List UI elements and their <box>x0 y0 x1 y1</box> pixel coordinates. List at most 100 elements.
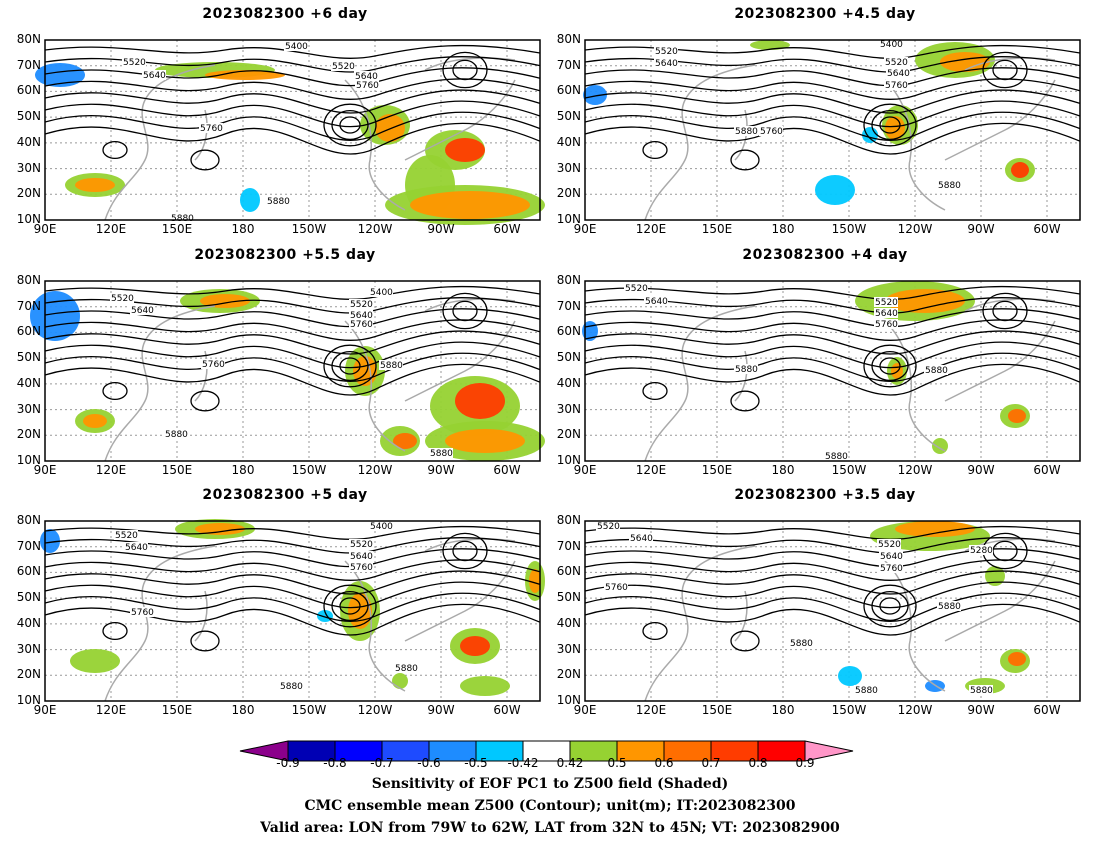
contour-label: 5520 <box>655 47 678 57</box>
lat-tick-label: 20N <box>16 186 41 201</box>
lon-tick-label: 150E <box>161 703 193 717</box>
z500-contour <box>44 100 541 128</box>
sensitivity-shading <box>1011 162 1029 178</box>
contour-label: 5280 <box>970 546 993 556</box>
z500-high-contour <box>190 149 220 171</box>
sensitivity-shading <box>460 636 490 656</box>
contour-label: 5880 <box>938 602 961 612</box>
lon-tick-label: 180 <box>231 703 255 717</box>
z500-high-contour <box>730 149 760 171</box>
contour-label: 5880 <box>970 686 993 696</box>
contour-label: 5880 <box>735 365 758 375</box>
lon-tick-label: 120W <box>897 222 933 236</box>
z500-contour <box>44 319 541 341</box>
lon-tick-label: 150E <box>161 222 193 236</box>
z500-closed-contour <box>339 357 361 375</box>
z500-contour <box>584 89 1081 114</box>
lon-tick-label: 90W <box>967 463 995 477</box>
contour-label: 5640 <box>645 297 668 307</box>
contour-label: 5520 <box>123 58 146 68</box>
contour-label: 5760 <box>885 81 908 91</box>
colorbar-tick-label: -0.8 <box>323 756 347 770</box>
z500-contour <box>44 78 541 100</box>
colorbar-tick-label: 0.5 <box>607 756 627 770</box>
panel-title: 2023082300 +5.5 day <box>194 247 376 263</box>
colorbar-tick-label: -0.42 <box>507 756 539 770</box>
lon-tick-label: 120E <box>635 703 667 717</box>
lat-tick-label: 10N <box>556 693 581 707</box>
lat-tick-label: 30N <box>556 160 581 175</box>
z500-closed-contour <box>871 590 909 622</box>
lat-tick-label: 50N <box>16 590 41 605</box>
lat-tick-label: 20N <box>556 186 581 201</box>
coastline <box>944 560 1056 642</box>
panel-title: 2023082300 +5 day <box>202 487 368 503</box>
lon-tick-label: 180 <box>771 222 795 236</box>
contour-label: 5520 <box>597 522 620 532</box>
lat-tick-label: 80N <box>556 32 581 46</box>
lat-tick-label: 50N <box>16 109 41 124</box>
z500-contour <box>584 308 1081 328</box>
contour-label: 5640 <box>125 543 148 553</box>
contour-label: 5520 <box>350 300 373 310</box>
contour-label: 5520 <box>332 62 355 72</box>
lon-tick-label: 180 <box>771 703 795 717</box>
panel-title: 2023082300 +4.5 day <box>734 6 916 22</box>
lat-tick-label: 80N <box>556 273 581 287</box>
sensitivity-shading <box>940 52 990 72</box>
z500-high-contour <box>642 140 668 160</box>
z500-closed-contour <box>339 597 361 615</box>
z500-closed-contour <box>982 51 1028 89</box>
lat-tick-label: 60N <box>556 324 581 339</box>
lat-tick-label: 10N <box>16 212 41 226</box>
z500-contour <box>584 352 1081 382</box>
coastline <box>644 545 756 702</box>
sensitivity-shading <box>815 175 855 205</box>
z500-closed-contour <box>331 590 369 622</box>
sensitivity-shading <box>750 40 790 50</box>
lat-tick-label: 60N <box>556 83 581 98</box>
lon-tick-label: 150W <box>831 463 867 477</box>
colorbar-tick-label: -0.5 <box>464 756 488 770</box>
contour-label: 5640 <box>350 552 373 562</box>
contour-label: 5520 <box>885 58 908 68</box>
z500-contour <box>584 525 1081 540</box>
sensitivity-shading <box>392 673 408 689</box>
lon-tick-label: 150E <box>161 463 193 477</box>
lat-tick-label: 30N <box>16 160 41 175</box>
z500-closed-contour <box>452 540 478 562</box>
contour-label: 5640 <box>655 59 678 69</box>
contour-label: 5760 <box>131 608 154 618</box>
lat-tick-label: 40N <box>556 615 581 630</box>
lon-tick-label: 120W <box>897 703 933 717</box>
map-panel: 5520 5640 5520 5640 5760 5280 5760 5880 5880 5880… <box>584 520 1081 702</box>
sensitivity-shading <box>838 666 862 686</box>
contour-label: 5760 <box>200 124 223 134</box>
lon-tick-label: 60W <box>1033 222 1061 236</box>
colorbar-svg <box>239 740 854 762</box>
sensitivity-shading <box>885 289 965 313</box>
z500-contour <box>584 285 1081 300</box>
lon-tick-label: 150W <box>831 703 867 717</box>
contour-label: 5640 <box>887 69 910 79</box>
lon-tick-label: 60W <box>493 222 521 236</box>
z500-contour <box>44 341 541 369</box>
lon-tick-label: 90W <box>427 703 455 717</box>
coastline <box>644 64 756 221</box>
contour-label: 5400 <box>370 288 393 298</box>
sensitivity-shading <box>932 438 948 454</box>
colorbar-tick-label: -0.9 <box>276 756 300 770</box>
lon-tick-label: 60W <box>493 703 521 717</box>
lat-tick-label: 30N <box>16 641 41 656</box>
lat-tick-label: 70N <box>556 538 581 553</box>
lat-tick-label: 30N <box>556 641 581 656</box>
lon-tick-label: 120E <box>95 222 127 236</box>
z500-contour <box>44 111 541 141</box>
colorbar-tick-label: -0.7 <box>370 756 394 770</box>
lon-tick-label: 150E <box>701 463 733 477</box>
z500-closed-contour <box>863 584 917 628</box>
contour-label: 5760 <box>760 127 783 137</box>
lon-tick-label: 150W <box>291 703 327 717</box>
colorbar-tick-label: 0.7 <box>701 756 721 770</box>
lon-tick-label: 60W <box>1033 703 1061 717</box>
